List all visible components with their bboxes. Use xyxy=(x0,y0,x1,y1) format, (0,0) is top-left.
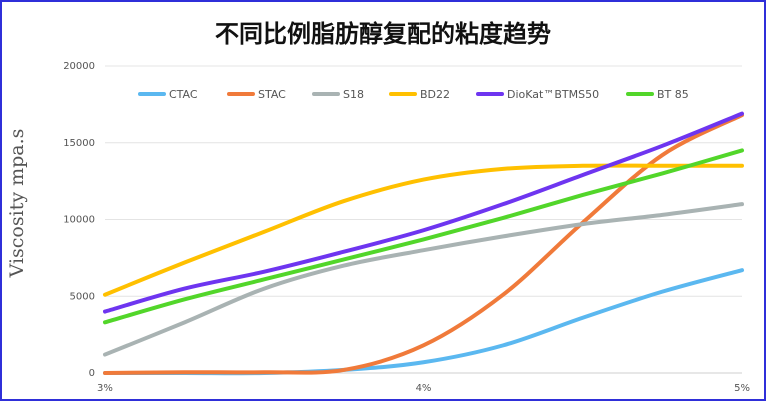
series-lines xyxy=(103,111,744,376)
axes: 0 5000 10000 15000 20000 3% 4% 5% xyxy=(63,61,750,394)
legend-label: CTAC xyxy=(169,88,198,101)
x-tick-label: 4% xyxy=(416,383,432,394)
y-tick-label: 0 xyxy=(89,368,95,379)
legend-label: STAC xyxy=(258,88,286,101)
legend-label: BD22 xyxy=(420,88,450,101)
x-tick-label: 3% xyxy=(97,383,113,394)
series-line-2 xyxy=(103,202,744,357)
legend-label: BT 85 xyxy=(657,88,689,101)
y-tick-label: 15000 xyxy=(63,138,95,149)
legend-label: S18 xyxy=(343,88,364,101)
series-line-3 xyxy=(103,163,744,297)
series-line-1 xyxy=(103,113,744,375)
x-tick-label: 5% xyxy=(734,383,750,394)
legend-label: DioKat™BTMS50 xyxy=(507,88,599,101)
series-line-5 xyxy=(103,148,744,325)
y-tick-label: 10000 xyxy=(63,215,95,226)
series-line-4 xyxy=(103,111,744,314)
y-tick-label: 5000 xyxy=(70,291,95,302)
chart-title: 不同比例脂肪醇复配的粘度趋势 xyxy=(215,19,551,48)
legend: CTAC STAC S18 BD22 DioKat™BTMS50 BT 85 xyxy=(138,88,689,101)
y-tick-label: 20000 xyxy=(63,61,95,72)
